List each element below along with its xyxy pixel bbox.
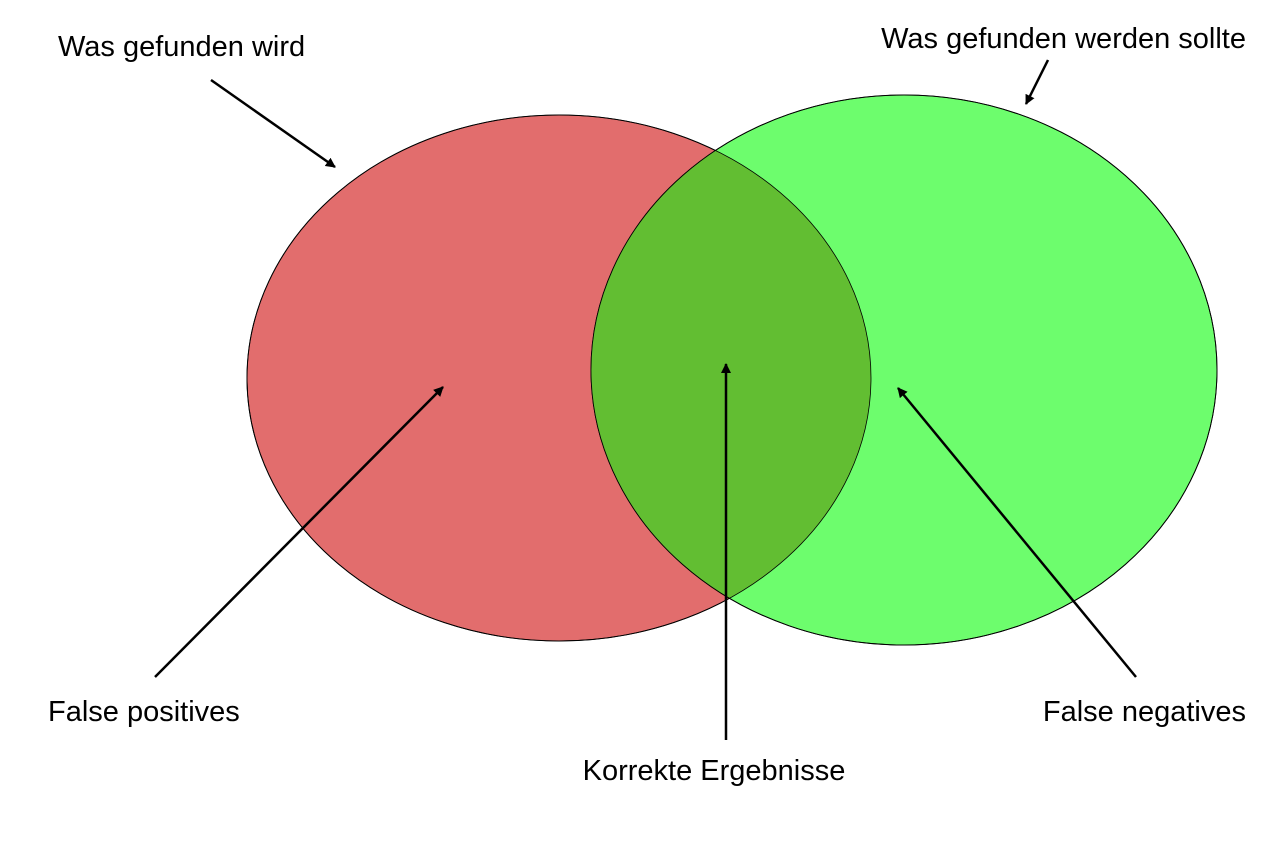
arrow-should-be-found (1024, 59, 1050, 105)
label-should-be-found: Was gefunden werden sollte (881, 23, 1246, 55)
set-found-outline (246, 114, 872, 642)
arrow-found (210, 78, 336, 169)
arrow-false-negatives (897, 387, 1137, 678)
label-correct-results: Korrekte Ergebnisse (583, 755, 846, 787)
set-should-be-found-outline (590, 94, 1218, 646)
label-found: Was gefunden wird (58, 31, 305, 63)
intersection-region (591, 115, 871, 641)
label-false-negatives: False negatives (1043, 696, 1246, 728)
label-false-positives: False positives (48, 696, 240, 728)
arrow-false-positives (154, 386, 444, 678)
